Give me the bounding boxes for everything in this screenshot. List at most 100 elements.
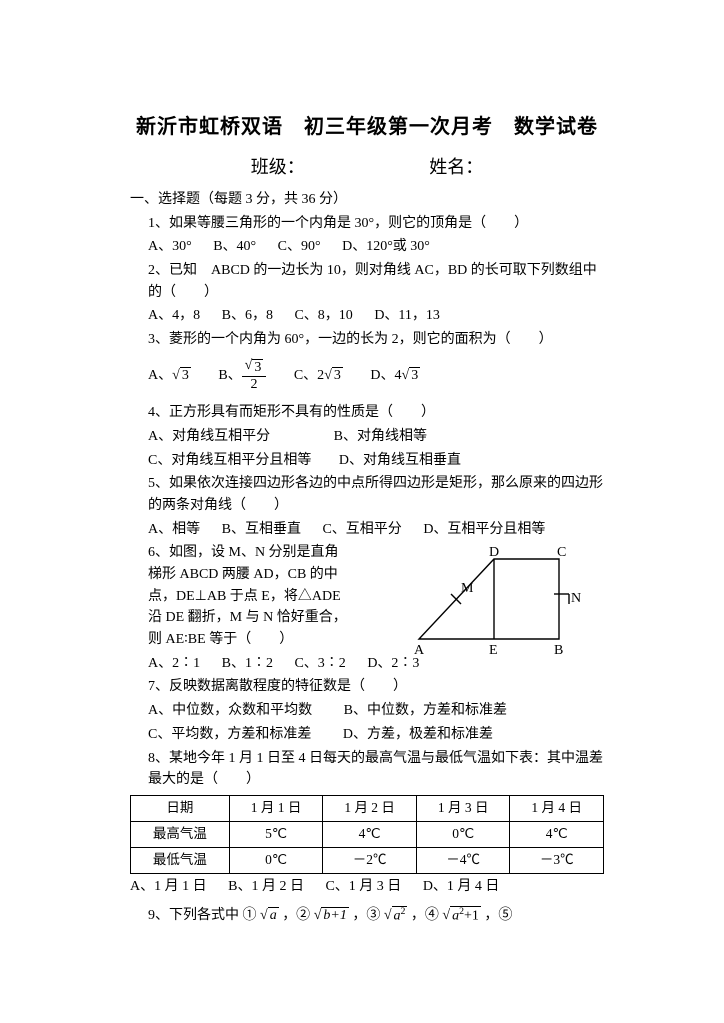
q8-D: D、1 月 4 日 xyxy=(423,876,500,898)
q5-A: A、相等 xyxy=(148,519,200,541)
q8-B: B、1 月 2 日 xyxy=(228,876,304,898)
q8-options: A、1 月 1 日 B、1 月 2 日 C、1 月 3 日 D、1 月 4 日 xyxy=(130,876,604,898)
q7-options-row2: C、平均数，方差和标准差 D、方差，极差和标准差 xyxy=(148,724,604,746)
q9-i1: ① xyxy=(243,908,257,923)
table-row-low: 最低气温 0℃ －2℃ －4℃ －3℃ xyxy=(131,847,604,873)
q6-block: 6、如图，设 M、N 分别是直角 梯形 ABCD 两腰 AD，CB 的中 点，D… xyxy=(148,542,604,650)
q8-text: 8、某地今年 1 月 1 日至 4 日每天的最高气温与最低气温如下表：其中温差最… xyxy=(148,748,604,791)
q3-D-rad: 3 xyxy=(409,367,420,383)
r1-2: 4℃ xyxy=(323,821,417,847)
q2-options: A、4，8 B、6，8 C、8，10 D、11，13 xyxy=(148,305,604,327)
q7-text: 7、反映数据离散程度的特征数是（ ） xyxy=(148,676,604,698)
q3-B-prefix: B、 xyxy=(218,368,241,383)
q8-A: A、1 月 1 日 xyxy=(130,876,207,898)
q3-A-rad: 3 xyxy=(180,367,191,383)
q6-label-N: N xyxy=(571,591,581,606)
q6-l3: 点，DE⊥AB 于点 E，将△ADE xyxy=(148,586,418,608)
q3-B-num: 3 xyxy=(252,359,263,375)
q6-label-E: E xyxy=(489,643,498,658)
q7-A: A、中位数，众数和平均数 xyxy=(148,700,312,722)
subhead: 班级： 姓名： xyxy=(130,153,604,179)
q1-A: A、30° xyxy=(148,236,192,258)
r2-1: 0℃ xyxy=(229,847,323,873)
q5-B: B、互相垂直 xyxy=(222,519,301,541)
q1-C: C、90° xyxy=(278,236,321,258)
q1-D: D、120°或 30° xyxy=(342,236,430,258)
th-3: 1 月 3 日 xyxy=(416,795,510,821)
r1-1: 5℃ xyxy=(229,821,323,847)
q3-A: A、 3 xyxy=(148,365,191,387)
q3-C-prefix: C、2 xyxy=(294,368,324,383)
page-title: 新沂市虹桥双语 初三年级第一次月考 数学试卷 xyxy=(130,110,604,139)
q9-i3: ，③ xyxy=(352,908,380,923)
th-2: 1 月 2 日 xyxy=(323,795,417,821)
q2-B: B、6，8 xyxy=(222,305,273,327)
q2-A: A、4，8 xyxy=(148,305,200,327)
section-1-head: 一、选择题（每题 3 分，共 36 分） xyxy=(130,189,604,211)
table-row-high: 最高气温 5℃ 4℃ 0℃ 4℃ xyxy=(131,821,604,847)
q3-C: C、2 3 xyxy=(294,365,343,387)
q6-l5: 则 AE∶BE 等于（ ） xyxy=(148,629,418,651)
q3-A-prefix: A、 xyxy=(148,368,172,383)
q5-text: 5、如果依次连接四边形各边的中点所得四边形是矩形，那么原来的四边形的两条对角线（… xyxy=(148,473,604,516)
q4-text: 4、正方形具有而矩形不具有的性质是（ ） xyxy=(148,402,604,424)
th-4: 1 月 4 日 xyxy=(510,795,604,821)
q6-label-D: D xyxy=(489,545,499,560)
q6-diagram: A E B D C M N xyxy=(409,544,584,659)
table-row-header: 日期 1 月 1 日 1 月 2 日 1 月 3 日 1 月 4 日 xyxy=(131,795,604,821)
r2-3: －4℃ xyxy=(416,847,510,873)
q3-B: B、 3 2 xyxy=(218,359,266,392)
q1-B: B、40° xyxy=(213,236,256,258)
r2-2: －2℃ xyxy=(323,847,417,873)
q7-B: B、中位数，方差和标准差 xyxy=(344,700,507,722)
r2-4: －3℃ xyxy=(510,847,604,873)
q1-options: A、30° B、40° C、90° D、120°或 30° xyxy=(148,236,604,258)
q4-D: D、对角线互相垂直 xyxy=(339,450,461,472)
q2-C: C、8，10 xyxy=(294,305,352,327)
r1-4: 4℃ xyxy=(510,821,604,847)
r1-0: 最高气温 xyxy=(131,821,230,847)
q6-C: C、3∶2 xyxy=(294,653,345,675)
name-label: 姓名： xyxy=(429,153,483,179)
q9-i5: ，⑤ xyxy=(484,908,512,923)
q6-label-B: B xyxy=(554,643,563,658)
q3-B-den: 2 xyxy=(242,377,267,392)
q1-text: 1、如果等腰三角形的一个内角是 30°，则它的顶角是（ ） xyxy=(148,213,604,235)
q8-table: 日期 1 月 1 日 1 月 2 日 1 月 3 日 1 月 4 日 最高气温 … xyxy=(130,795,604,874)
q3-text: 3、菱形的一个内角为 60°，一边的长为 2，则它的面积为（ ） xyxy=(148,329,604,351)
q5-C: C、互相平分 xyxy=(322,519,401,541)
q9-text: 9、下列各式中 ① a ，② b+1 ，③ a2 ，④ a2+1 ，⑤ xyxy=(148,905,604,927)
q5-options: A、相等 B、互相垂直 C、互相平分 D、互相平分且相等 xyxy=(148,519,604,541)
q9-i2: ，② xyxy=(282,908,310,923)
q4-options-row1: A、对角线互相平分 B、对角线相等 xyxy=(148,426,604,448)
q3-D-prefix: D、4 xyxy=(370,368,401,383)
q7-C: C、平均数，方差和标准差 xyxy=(148,724,311,746)
q6-label-M: M xyxy=(461,581,474,596)
content: 一、选择题（每题 3 分，共 36 分） 1、如果等腰三角形的一个内角是 30°… xyxy=(130,189,604,927)
q7-D: D、方差，极差和标准差 xyxy=(343,724,493,746)
q6-l4: 沿 DE 翻折，M 与 N 恰好重合， xyxy=(148,607,418,629)
q9-r3-exp: 2 xyxy=(401,906,406,917)
q3-C-rad: 3 xyxy=(332,367,343,383)
q2-D: D、11，13 xyxy=(374,305,440,327)
q9-r4b: +1 xyxy=(464,908,479,923)
q3-options: A、 3 B、 3 2 C、2 3 D、4 3 xyxy=(148,359,604,392)
q9-prefix: 9、下列各式中 xyxy=(148,908,239,923)
q3-D: D、4 3 xyxy=(370,365,420,387)
r2-0: 最低气温 xyxy=(131,847,230,873)
class-label: 班级： xyxy=(251,153,305,179)
q6-l2: 梯形 ABCD 两腰 AD，CB 的中 xyxy=(148,564,418,586)
q6-label-C: C xyxy=(557,545,566,560)
q9-r2: b+1 xyxy=(323,908,346,923)
th-1: 1 月 1 日 xyxy=(229,795,323,821)
q4-A: A、对角线互相平分 xyxy=(148,426,270,448)
q4-C: C、对角线互相平分且相等 xyxy=(148,450,311,472)
q6-B: B、1∶2 xyxy=(222,653,273,675)
q5-D: D、互相平分且相等 xyxy=(423,519,545,541)
th-0: 日期 xyxy=(131,795,230,821)
r1-3: 0℃ xyxy=(416,821,510,847)
q4-options-row2: C、对角线互相平分且相等 D、对角线互相垂直 xyxy=(148,450,604,472)
exam-page: 新沂市虹桥双语 初三年级第一次月考 数学试卷 班级： 姓名： 一、选择题（每题 … xyxy=(0,0,724,1023)
q6-label-A: A xyxy=(414,643,425,658)
q6-l1: 6、如图，设 M、N 分别是直角 xyxy=(148,542,418,564)
